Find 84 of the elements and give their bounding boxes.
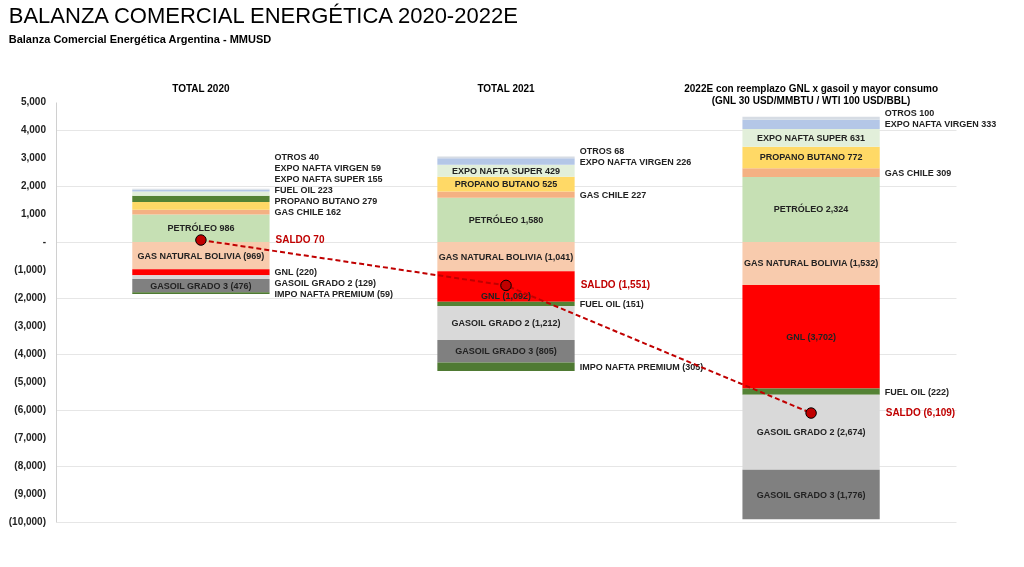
text: PETRÓLEO 1,580 [468,214,544,225]
x-tick-label: TOTAL 2020 [172,83,230,94]
chart-subtitle: Balanza Comercial Energética Argentina - MMUSD [8,33,272,45]
text: EXPO NAFTA VIRGEN 226 [579,156,692,167]
y-tick-label: 3,000 [20,152,47,163]
bar [742,469,880,520]
text: FUEL OIL 223 [274,185,333,196]
y-tick-label: (1,000) [14,264,46,275]
text: GASOIL GRADO 3 (805) [455,346,557,357]
text: GAS NATURAL BOLIVIA (1,532) [743,258,879,269]
text: SALDO (6,109) [885,407,956,419]
text: GNL (3,702) [786,331,837,342]
y-tick-label: (8,000) [14,460,46,471]
text: OTROS 68 [579,145,625,156]
bar [437,197,575,242]
text: SALDO 70 [275,234,325,246]
bar [437,362,575,371]
bar [132,202,270,210]
y-tick-label: (6,000) [14,404,46,415]
text: EXPO NAFTA VIRGEN 333 [884,119,997,130]
bar [132,195,270,203]
bar [742,284,880,389]
y-tick-label: (10,000) [8,516,46,527]
bar [742,394,880,470]
text: GNL (1,092) [481,291,531,302]
text: GAS NATURAL BOLIVIA (969) [137,250,265,261]
y-tick-label: 5,000 [20,96,47,107]
y-tick-label: (7,000) [14,432,46,443]
y-tick-label: (9,000) [14,488,46,499]
text: FUEL OIL (222) [884,386,949,397]
bar [132,191,270,196]
text: GAS NATURAL BOLIVIA (1,041) [438,251,574,262]
text: GASOIL GRADO 2 (129) [274,278,376,289]
text: SALDO (1,551) [580,279,651,291]
text: GASOIL GRADO 2 (2,674) [756,427,866,438]
text: PROPANO BUTANO 279 [274,196,378,207]
text: GASOIL GRADO 2 (1,212) [451,317,561,328]
bar [742,168,880,177]
chart-title: BALANZA COMERCIAL ENERGÉTICA 2020-2022E [8,3,518,28]
text: GASOIL GRADO 3 (1,776) [756,489,866,500]
text: EXPO NAFTA VIRGEN 59 [274,163,382,174]
text: PETRÓLEO 986 [167,223,235,234]
y-tick-label: 4,000 [20,124,47,135]
text: GASOIL GRADO 3 (476) [150,280,252,291]
bar [437,158,575,165]
text: IMPO NAFTA PREMIUM (305) [579,361,704,372]
text: EXPO NAFTA SUPER 155 [274,174,383,185]
y-tick-label: (5,000) [14,376,46,387]
bar [742,116,880,120]
text: OTROS 100 [884,108,935,119]
text: GNL (220) [274,267,317,278]
text: EXPO NAFTA SUPER 631 [757,132,866,143]
text: PETRÓLEO 2,324 [773,204,849,215]
y-tick-label: - [42,236,46,247]
bar [437,301,575,306]
bar [742,242,880,285]
y-tick-label: (3,000) [14,320,46,331]
bar [742,119,880,129]
point [195,234,207,246]
text: GAS CHILE 227 [579,189,647,200]
bar [437,191,575,198]
y-tick-label: 2,000 [20,180,47,191]
text: EXPO NAFTA SUPER 429 [451,165,561,176]
text: GAS CHILE 162 [274,207,342,218]
bar [132,269,270,276]
text: FUEL OIL (151) [579,298,644,309]
y-tick-label: 1,000 [20,208,47,219]
x-tick-label: TOTAL 2021 [477,83,536,94]
y-tick-label: (4,000) [14,348,46,359]
text: GAS CHILE 309 [884,167,952,178]
point [805,407,817,419]
text: PROPANO BUTANO 525 [454,179,558,190]
bar [437,271,575,302]
text: PROPANO BUTANO 772 [759,152,863,163]
text: OTROS 40 [274,152,320,163]
y-tick-label: (2,000) [14,292,46,303]
text: IMPO NAFTA PREMIUM (59) [274,289,394,300]
point [500,279,512,292]
x-tick-label: 2022E con reemplazo GNL x gasoil y mayor consumo (GNL 30 USD/MMBTU / WTI 100 USD/BBL) [684,83,938,106]
bar [132,214,270,242]
bar [132,275,270,279]
bar [742,176,880,242]
bar [742,388,880,395]
bar [437,305,575,340]
